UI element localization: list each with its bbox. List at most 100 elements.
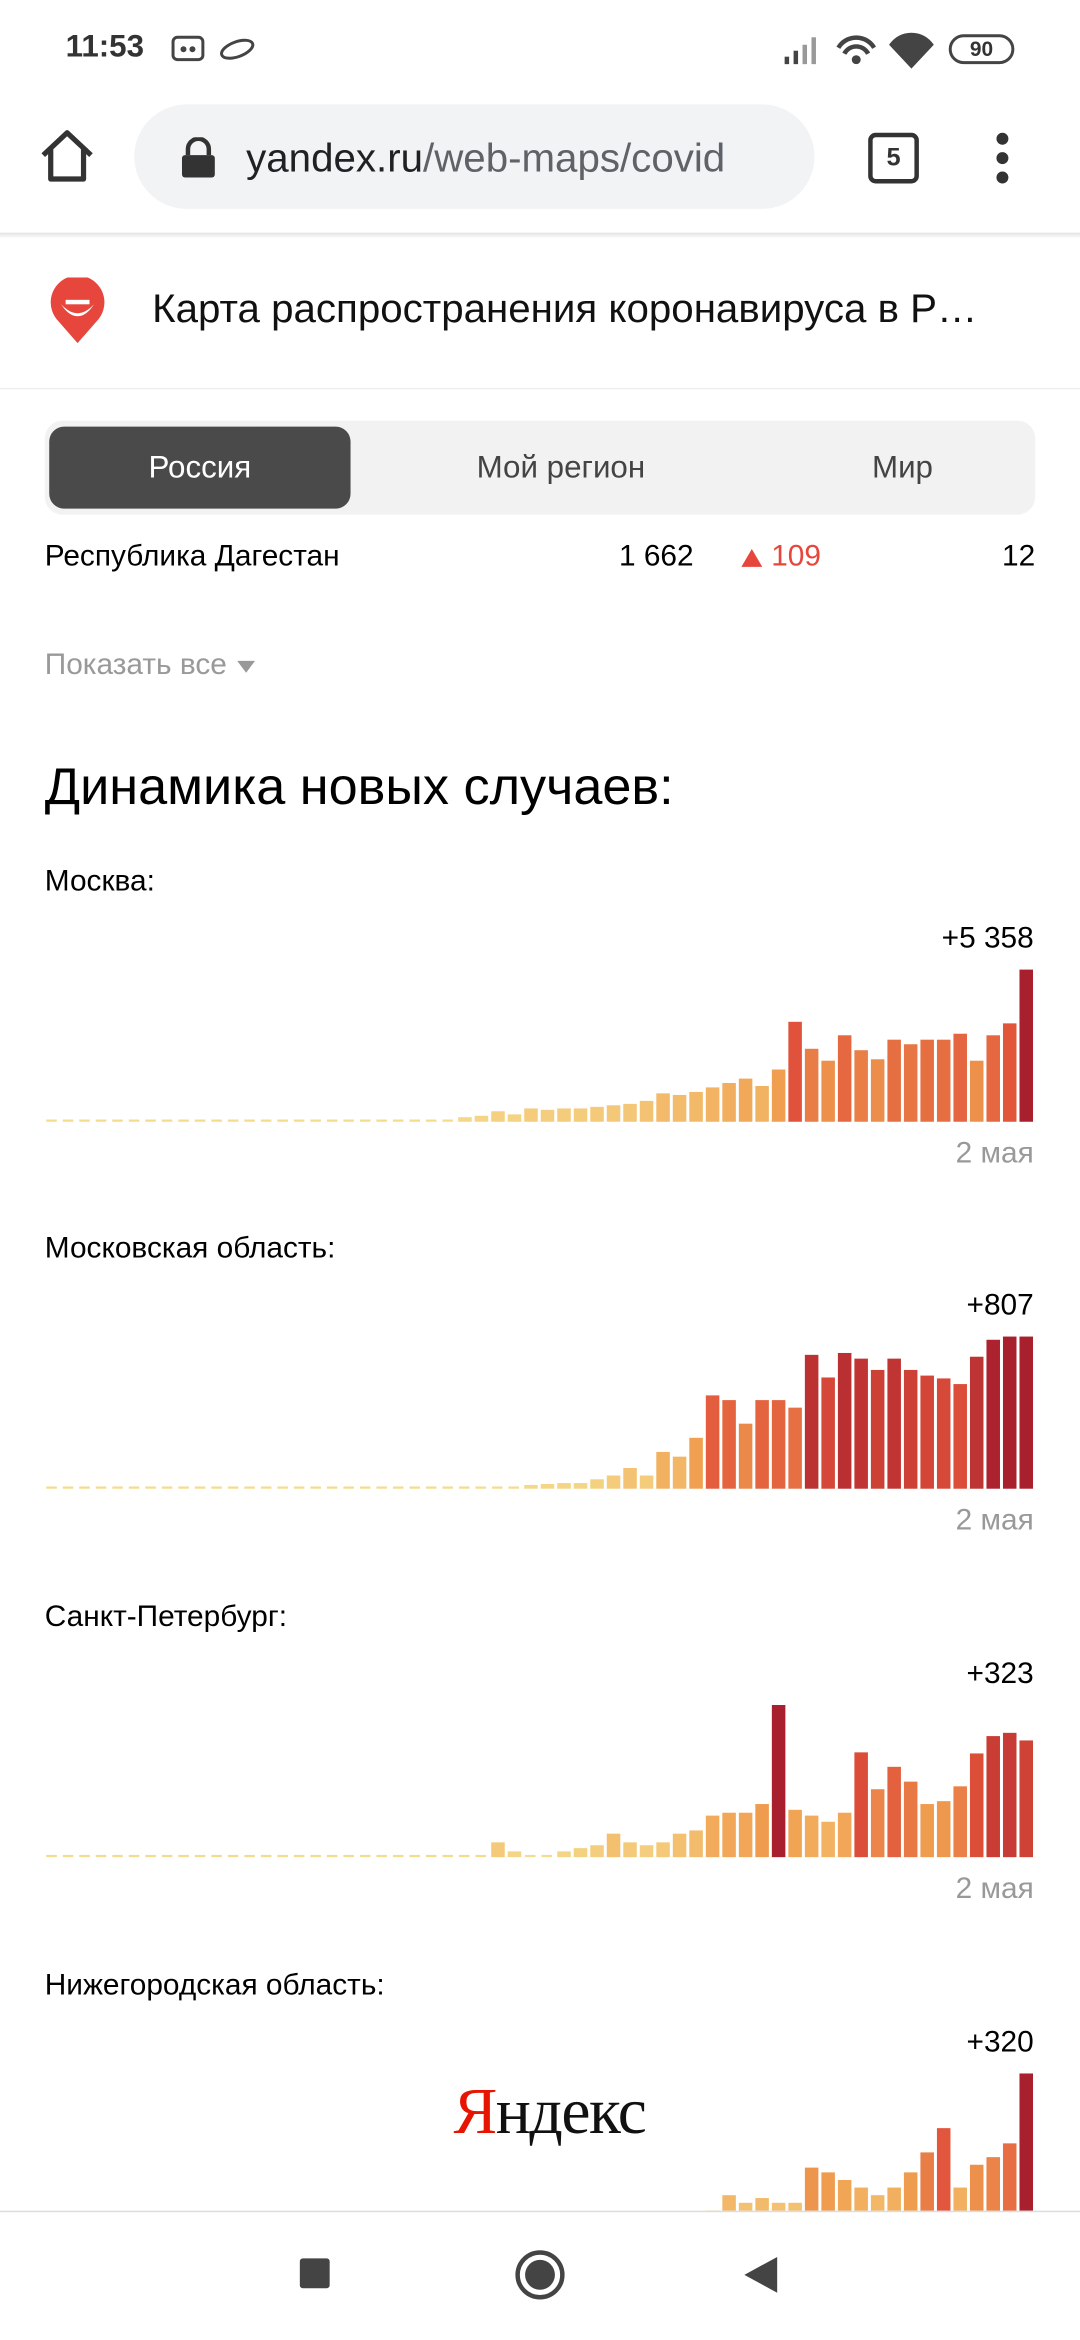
total-cases: 1 662 [618,539,694,573]
bar [227,1854,239,1858]
url-path: /web-maps/covid [423,135,726,181]
bar [903,1781,918,1858]
bar [310,1119,321,1122]
bar [557,1483,571,1489]
x-tick-label: 2 мая [956,1503,1034,1536]
bar [821,1060,835,1122]
bar [227,1119,239,1122]
region-name: Республика Дагестан [44,539,340,573]
bar [475,1854,486,1858]
bar [689,1437,703,1489]
bar [639,1100,654,1122]
bar [277,1119,288,1122]
bar [936,1801,951,1858]
tab[interactable]: Мой регион [476,450,646,485]
bar-chart: +807 2 мая [46,1289,1034,1536]
home-nav-button[interactable] [513,2248,567,2302]
bar [854,1050,868,1122]
bar [771,1069,786,1122]
bar [672,1456,687,1489]
bar [986,1035,1000,1122]
bar [409,1486,420,1489]
bar [211,1854,222,1858]
bar [524,1484,538,1489]
bar [161,1486,173,1489]
bar [557,1108,571,1122]
bar [969,1356,984,1489]
bar [920,1375,934,1489]
bar [260,1854,272,1858]
bar [606,1105,621,1122]
bar [442,1854,453,1858]
chart-title: Нижегородская область: [44,1969,385,2002]
bar [161,1854,173,1858]
bar [936,1039,951,1122]
bar [95,1119,107,1122]
tab[interactable]: Мир [871,450,933,485]
bar [425,1119,437,1122]
x-tick-label: 2 мая [956,1872,1034,1905]
bar [310,1854,321,1858]
bar [293,1119,305,1122]
bar [854,1358,868,1489]
bar [458,1854,470,1858]
recents-button[interactable] [298,2257,331,2290]
bar [887,1358,901,1489]
tab-count[interactable]: 5 [868,132,919,184]
bar [1019,1740,1034,1858]
bar-chart: +5 358 2 мая [46,922,1034,1169]
bar [46,1486,57,1489]
bar [755,1400,769,1489]
bar [293,1854,305,1858]
value-label: +320 [967,2026,1034,2059]
bar [95,1854,107,1858]
bar [62,1854,74,1858]
bar [656,1093,670,1122]
bar [870,1059,885,1122]
bar [903,1369,918,1489]
show-all[interactable]: Показать все [45,649,256,683]
url-domain: yandex.ru [246,135,424,181]
bar [870,1789,885,1858]
bar [1019,2073,1034,2226]
bar [425,1854,437,1858]
bar [804,1048,819,1122]
tab-active[interactable]: Россия [49,426,351,509]
bar [62,1486,74,1489]
menu-button[interactable] [990,131,1014,185]
bar [112,1854,123,1858]
back-button[interactable] [741,2254,780,2296]
chart-block: Санкт-Петербург: +323 2 мая [45,1601,1035,1914]
url-bar[interactable]: yandex.ru/web-maps/covid [134,104,815,209]
bar [277,1486,288,1489]
bar [705,1395,720,1489]
bar [953,1786,967,1858]
bar [953,1384,967,1489]
bar [969,1753,984,1858]
new-cases: 109 [771,539,821,573]
bar [128,1854,140,1858]
divider [0,387,1080,390]
bar-chart: +323 2 мая [46,1657,1034,1905]
bar [639,1845,654,1858]
bar [475,1486,486,1489]
bar [376,1854,387,1858]
bar [491,1111,505,1122]
status-icons-right: 90 [784,32,1015,69]
home-button[interactable] [36,125,99,188]
watermark-first: Я [453,2074,497,2149]
bar [458,1486,470,1489]
bar [343,1854,354,1858]
toolbar-shadow [0,232,1080,239]
bar [161,1119,173,1122]
chart-title: Московская область: [44,1232,336,1265]
up-arrow [741,548,763,567]
bar [524,1108,538,1122]
bar [722,1812,736,1858]
bar [986,1736,1000,1858]
bar [260,1486,272,1489]
bar [986,2157,1000,2226]
bar [986,1339,1000,1489]
bar [623,1103,637,1122]
page-title: Карта распространения коронавируса в Р… [152,286,978,332]
